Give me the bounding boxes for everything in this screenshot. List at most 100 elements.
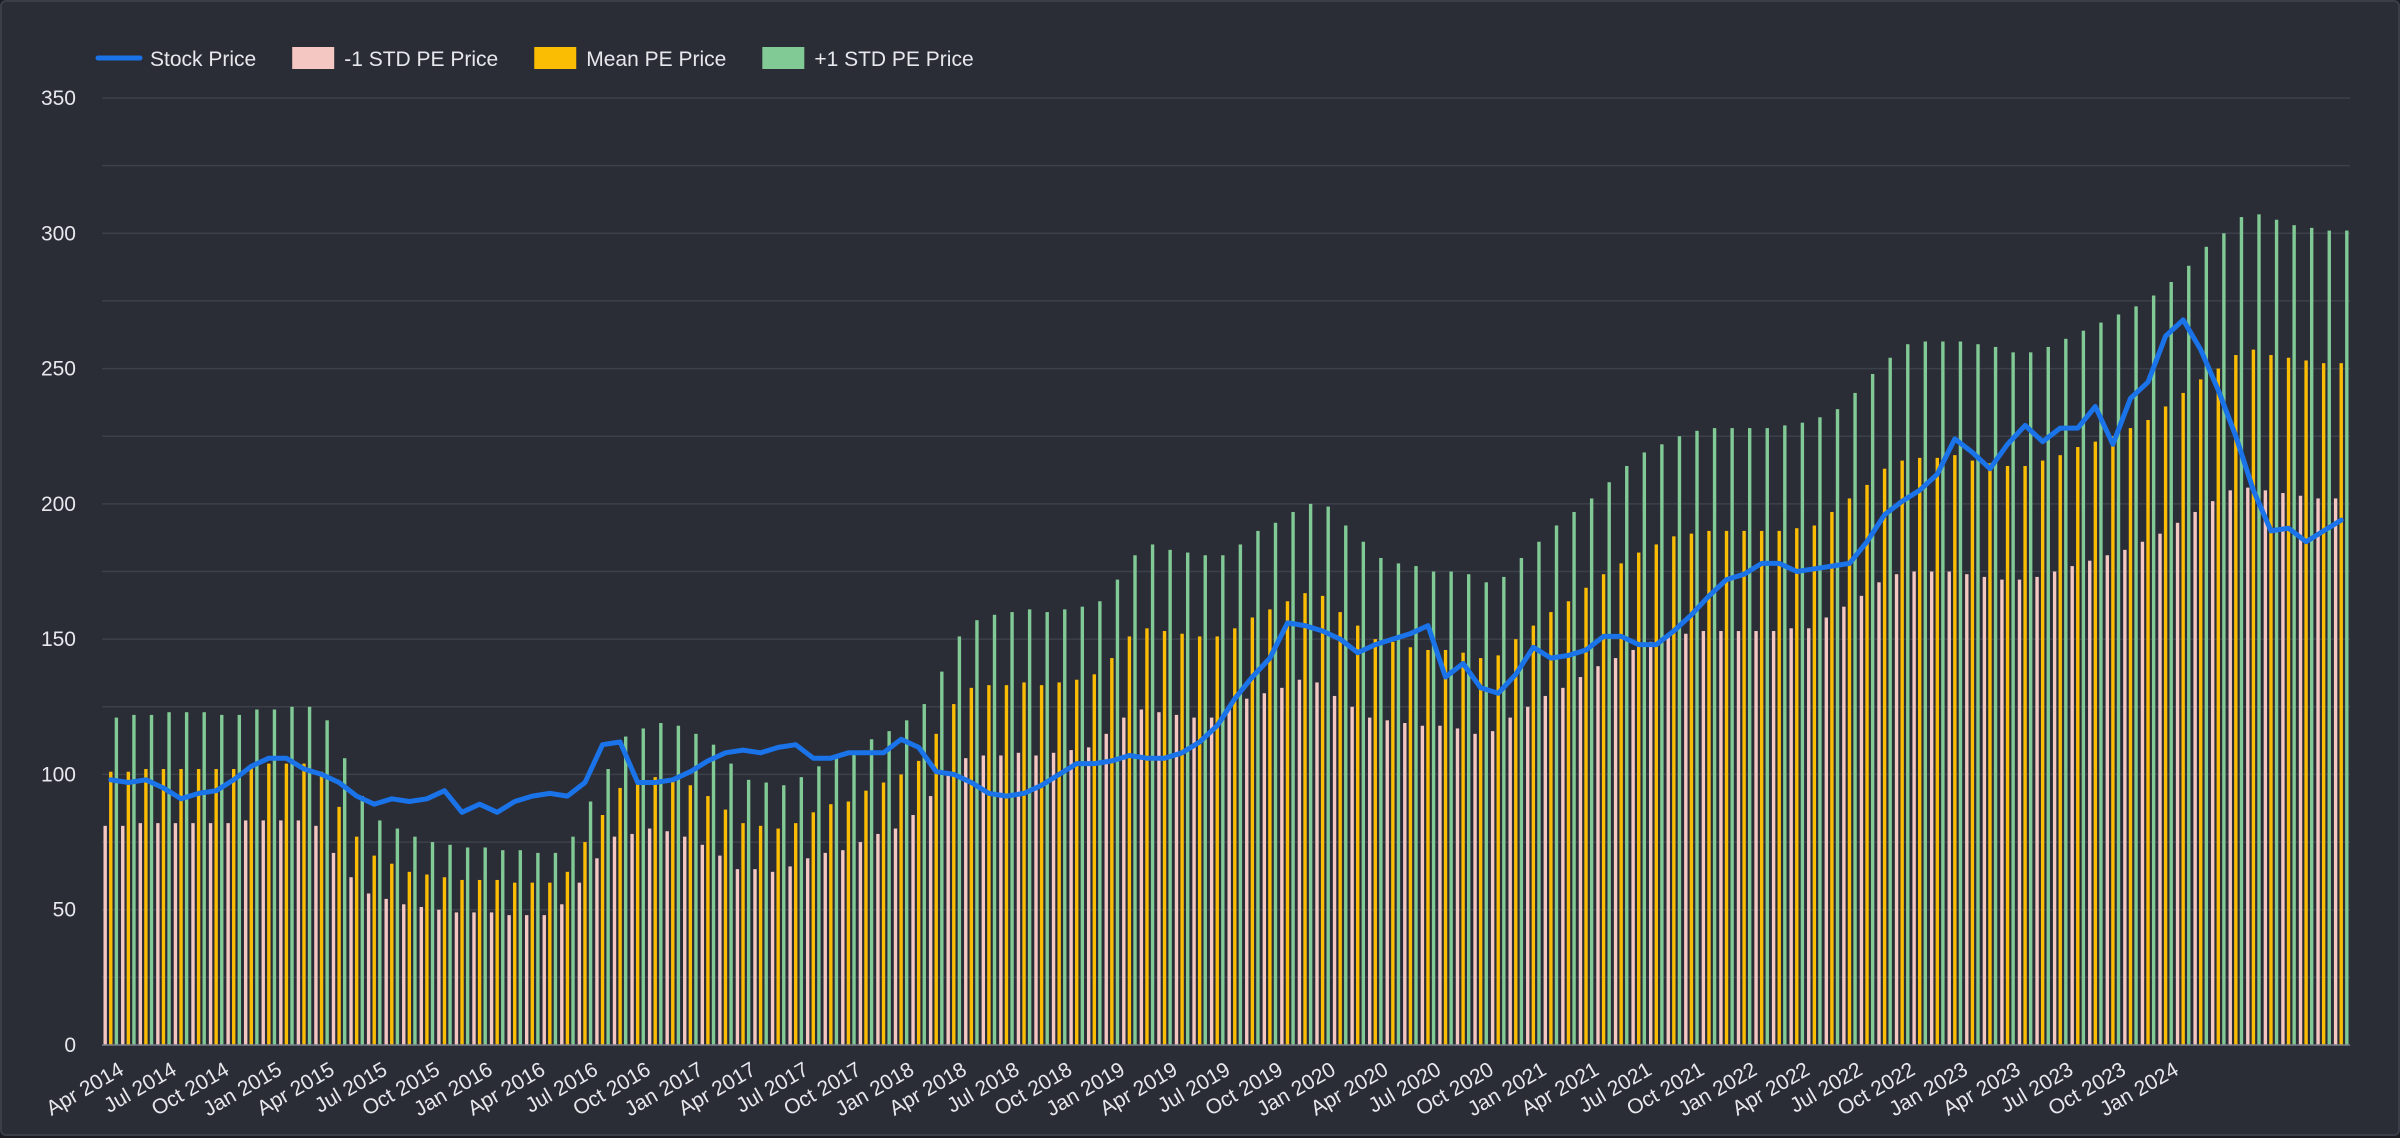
bar — [2099, 322, 2103, 1045]
bar — [384, 898, 388, 1045]
bar — [1455, 728, 1460, 1045]
bar — [922, 704, 926, 1045]
bar — [600, 815, 605, 1045]
bar — [1367, 717, 1372, 1045]
bar — [2046, 346, 2050, 1045]
bar — [1859, 595, 1864, 1045]
bar — [2298, 495, 2303, 1045]
bar — [788, 866, 792, 1045]
bar — [1122, 717, 1126, 1045]
bar — [881, 782, 886, 1045]
bar — [1203, 555, 1207, 1045]
bar — [1139, 709, 1144, 1045]
bar — [524, 915, 529, 1045]
bar — [635, 782, 640, 1045]
bar — [1561, 687, 1565, 1045]
bar — [2111, 436, 2115, 1045]
bar — [1127, 636, 1132, 1045]
bar — [1110, 658, 1114, 1045]
bar — [2076, 447, 2080, 1046]
bar — [272, 709, 277, 1045]
y-tick-label: 0 — [64, 1034, 76, 1057]
y-tick-label: 200 — [41, 493, 76, 516]
bar — [858, 842, 863, 1045]
bar — [395, 828, 400, 1045]
legend-label: Stock Price — [150, 48, 256, 71]
bar — [1689, 533, 1694, 1045]
bar — [928, 796, 933, 1045]
bar — [746, 779, 751, 1045]
bar — [1145, 628, 1149, 1045]
bar — [1162, 631, 1167, 1045]
bar — [1666, 636, 1670, 1045]
bar — [1426, 649, 1430, 1045]
bar — [588, 801, 593, 1045]
bar — [1677, 436, 1682, 1045]
bar — [226, 823, 230, 1045]
bar — [2088, 560, 2092, 1045]
bar — [1291, 511, 1295, 1046]
bar — [284, 763, 289, 1045]
bar — [1490, 731, 1495, 1045]
legend-swatch — [762, 47, 805, 69]
bar — [1625, 465, 1629, 1045]
bar — [1724, 530, 1729, 1045]
bar — [173, 823, 178, 1045]
bar — [132, 714, 136, 1045]
bar — [314, 825, 318, 1045]
y-tick-label: 100 — [41, 763, 76, 786]
legend-label: +1 STD PE Price — [814, 48, 973, 71]
bar — [296, 820, 301, 1045]
y-tick-label: 300 — [41, 222, 76, 245]
legend-item[interactable]: -1 STD PE Price — [292, 47, 498, 71]
bar — [460, 879, 464, 1045]
bar — [1795, 528, 1799, 1045]
bar — [1882, 468, 1887, 1045]
bar — [2035, 576, 2039, 1045]
bar — [1707, 530, 1711, 1045]
bar — [2333, 498, 2338, 1046]
bar — [1648, 641, 1653, 1045]
bar — [1150, 544, 1155, 1045]
bar — [255, 709, 259, 1045]
bar — [1765, 428, 1769, 1045]
bar — [161, 769, 166, 1045]
bar — [419, 907, 424, 1045]
bar — [2251, 349, 2256, 1045]
bar — [2052, 571, 2057, 1045]
bar — [794, 823, 798, 1045]
bar — [1010, 612, 1014, 1045]
bar — [595, 858, 599, 1045]
bar — [1549, 612, 1553, 1045]
bar — [659, 723, 663, 1045]
bar — [489, 912, 494, 1045]
bar — [770, 871, 775, 1045]
bar — [495, 879, 499, 1045]
bar — [1637, 552, 1641, 1045]
bar — [553, 852, 558, 1045]
bar — [992, 614, 997, 1045]
bar — [623, 736, 628, 1045]
legend-item[interactable]: +1 STD PE Price — [762, 47, 974, 71]
bar — [776, 828, 780, 1045]
bar — [536, 852, 540, 1045]
legend-item[interactable]: Stock Price — [95, 48, 256, 71]
bar — [1016, 752, 1021, 1045]
bar — [577, 882, 582, 1045]
bar — [442, 877, 447, 1045]
bar — [718, 855, 722, 1045]
bar — [437, 909, 441, 1045]
bar — [1157, 712, 1161, 1045]
bar — [952, 704, 956, 1045]
bar — [1461, 652, 1465, 1045]
bar — [1502, 576, 1506, 1045]
bar — [1684, 633, 1688, 1045]
bar — [1918, 457, 1922, 1045]
bar — [1245, 698, 1249, 1045]
bar — [1063, 609, 1067, 1045]
legend-item[interactable]: Mean PE Price — [534, 47, 726, 71]
bar — [1970, 460, 1975, 1046]
bar — [1847, 498, 1852, 1046]
bar — [1297, 679, 1302, 1045]
bar — [548, 882, 552, 1045]
